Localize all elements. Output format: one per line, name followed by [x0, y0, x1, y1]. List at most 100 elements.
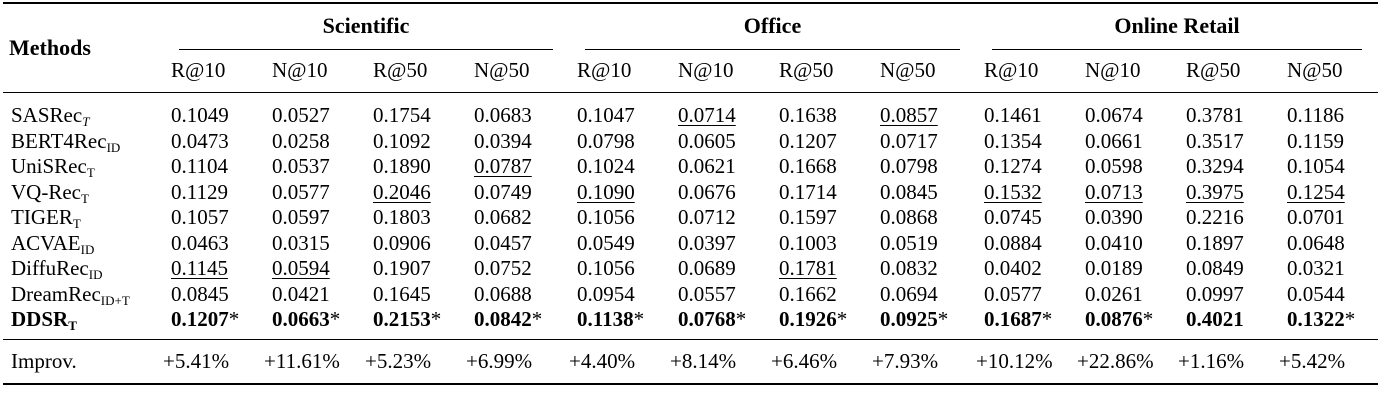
method-name: ACVAEID — [11, 230, 95, 257]
method-name: VQ-RecT — [11, 179, 89, 206]
metric-value: 0.0713 — [1085, 179, 1143, 204]
metric-header: N@50 — [880, 57, 936, 82]
metric-value: 0.1207 — [779, 128, 837, 153]
metric-header: R@50 — [373, 57, 428, 82]
best-metric-value: 0.0663* — [272, 307, 341, 331]
table-row: BERT4RecID 0.0473 0.0258 0.1092 0.0394 0.0798… — [3, 129, 1378, 155]
best-metric-value: 0.0876* — [1085, 307, 1154, 331]
metric-value: 0.0906 — [373, 230, 431, 255]
metric-value: 0.0661 — [1085, 128, 1143, 153]
significance-star: * — [531, 307, 543, 331]
significance-star: * — [329, 307, 341, 331]
group-header-scientific: Scientific — [163, 4, 569, 50]
metric-value: 0.0648 — [1287, 230, 1345, 255]
metric-value: 0.1461 — [984, 103, 1042, 127]
metric-value: 0.1714 — [779, 179, 837, 204]
metric-value: 0.0798 — [880, 154, 938, 178]
best-metric-value: 0.1322* — [1287, 307, 1356, 331]
metric-value: 0.0832 — [880, 256, 938, 280]
significance-star: * — [1344, 307, 1356, 331]
metric-value: 0.2046 — [373, 179, 431, 204]
metric-header: R@50 — [779, 57, 834, 82]
significance-star: * — [937, 307, 949, 331]
metric-value: 0.1092 — [373, 128, 431, 153]
metric-value: 0.3975 — [1186, 179, 1244, 204]
metric-value: 0.0997 — [1186, 281, 1244, 306]
metric-value: 0.1054 — [1287, 154, 1345, 178]
group-header-office: Office — [569, 4, 976, 50]
metric-value: 0.2216 — [1186, 205, 1244, 229]
metric-value: 0.0849 — [1186, 256, 1244, 280]
best-metric-value: 0.0925* — [880, 307, 949, 331]
significance-star: * — [430, 307, 442, 331]
improvement-value: +8.14% — [670, 348, 737, 373]
metric-header: R@10 — [171, 57, 226, 82]
improvement-value: +5.23% — [365, 348, 432, 373]
table-row: ACVAEID 0.0463 0.0315 0.0906 0.0457 0.0549 0.0… — [3, 231, 1378, 257]
metric-value: 0.0463 — [171, 230, 229, 255]
metric-value: 0.3781 — [1186, 103, 1244, 127]
metric-header: R@50 — [1186, 57, 1241, 82]
improvement-value: +5.42% — [1279, 348, 1346, 373]
metric-value: 0.0688 — [474, 281, 532, 306]
improvement-value: +6.99% — [466, 348, 533, 373]
improvement-value: +1.16% — [1178, 348, 1245, 373]
metric-value: 0.0261 — [1085, 281, 1143, 306]
metric-value: 0.0597 — [272, 205, 330, 229]
metric-value: 0.1090 — [577, 179, 635, 204]
metric-value: 0.0577 — [984, 281, 1042, 306]
methods-header: Methods — [9, 35, 91, 60]
metric-value: 0.1907 — [373, 256, 431, 280]
metric-value: 0.1056 — [577, 205, 635, 229]
method-name: SASRecT — [11, 103, 90, 129]
metric-value: 0.1159 — [1287, 128, 1344, 153]
metric-value: 0.1186 — [1287, 103, 1344, 127]
metric-value: 0.1638 — [779, 103, 837, 127]
metric-value: 0.0527 — [272, 103, 330, 127]
best-metric-value: 0.1138* — [577, 307, 645, 331]
metric-value: 0.1129 — [171, 179, 228, 204]
table-row: VQ-RecT 0.1129 0.0577 0.2046 0.0749 0.1090 0.0… — [3, 180, 1378, 206]
metric-value: 0.1803 — [373, 205, 431, 229]
metric-value: 0.1890 — [373, 154, 431, 178]
best-metric-value: 0.1926* — [779, 307, 848, 331]
metric-value: 0.0701 — [1287, 205, 1345, 229]
significance-star: * — [836, 307, 848, 331]
metric-value: 0.1597 — [779, 205, 837, 229]
metric-value: 0.0321 — [1287, 256, 1345, 280]
table-row: TIGERT 0.1057 0.0597 0.1803 0.0682 0.1056 0.07… — [3, 205, 1378, 231]
method-name: DiffuRecID — [11, 256, 103, 282]
improvement-value: +5.41% — [163, 348, 230, 373]
best-metric-value: 0.2153* — [373, 307, 442, 331]
method-name: UniSRecT — [11, 154, 95, 180]
metric-value: 0.0410 — [1085, 230, 1143, 255]
group-header-online-retail: Online Retail — [976, 4, 1378, 50]
metric-value: 0.0549 — [577, 230, 635, 255]
metric-value: 0.0577 — [272, 179, 330, 204]
metric-value: 0.0683 — [474, 103, 532, 127]
best-metric-value: 0.1207* — [171, 307, 240, 331]
metric-value: 0.0457 — [474, 230, 532, 255]
improvement-label: Improv. — [11, 348, 77, 373]
metric-value: 0.0857 — [880, 103, 938, 127]
metric-value: 0.1668 — [779, 154, 837, 178]
metric-value: 0.1003 — [779, 230, 837, 255]
group-header-row: Methods Scientific Office Online Retail — [3, 4, 1378, 60]
metric-value: 0.1254 — [1287, 179, 1345, 204]
metric-value: 0.0714 — [678, 103, 736, 127]
metric-value: 0.0397 — [678, 230, 736, 255]
metric-value: 0.0787 — [474, 154, 532, 178]
improvement-value: +4.40% — [569, 348, 636, 373]
metric-value: 0.0868 — [880, 205, 938, 229]
metric-value: 0.1024 — [577, 154, 635, 178]
method-name: DreamRecID+T — [11, 281, 130, 308]
significance-star: * — [228, 307, 240, 331]
metric-value: 0.1049 — [171, 103, 229, 127]
metric-value: 0.0621 — [678, 154, 736, 178]
metric-value: 0.1057 — [171, 205, 229, 229]
metric-value: 0.1056 — [577, 256, 635, 280]
metric-value: 0.0712 — [678, 205, 736, 229]
metric-value: 0.0752 — [474, 256, 532, 280]
metric-value: 0.1897 — [1186, 230, 1244, 255]
metric-value: 0.0402 — [984, 256, 1042, 280]
